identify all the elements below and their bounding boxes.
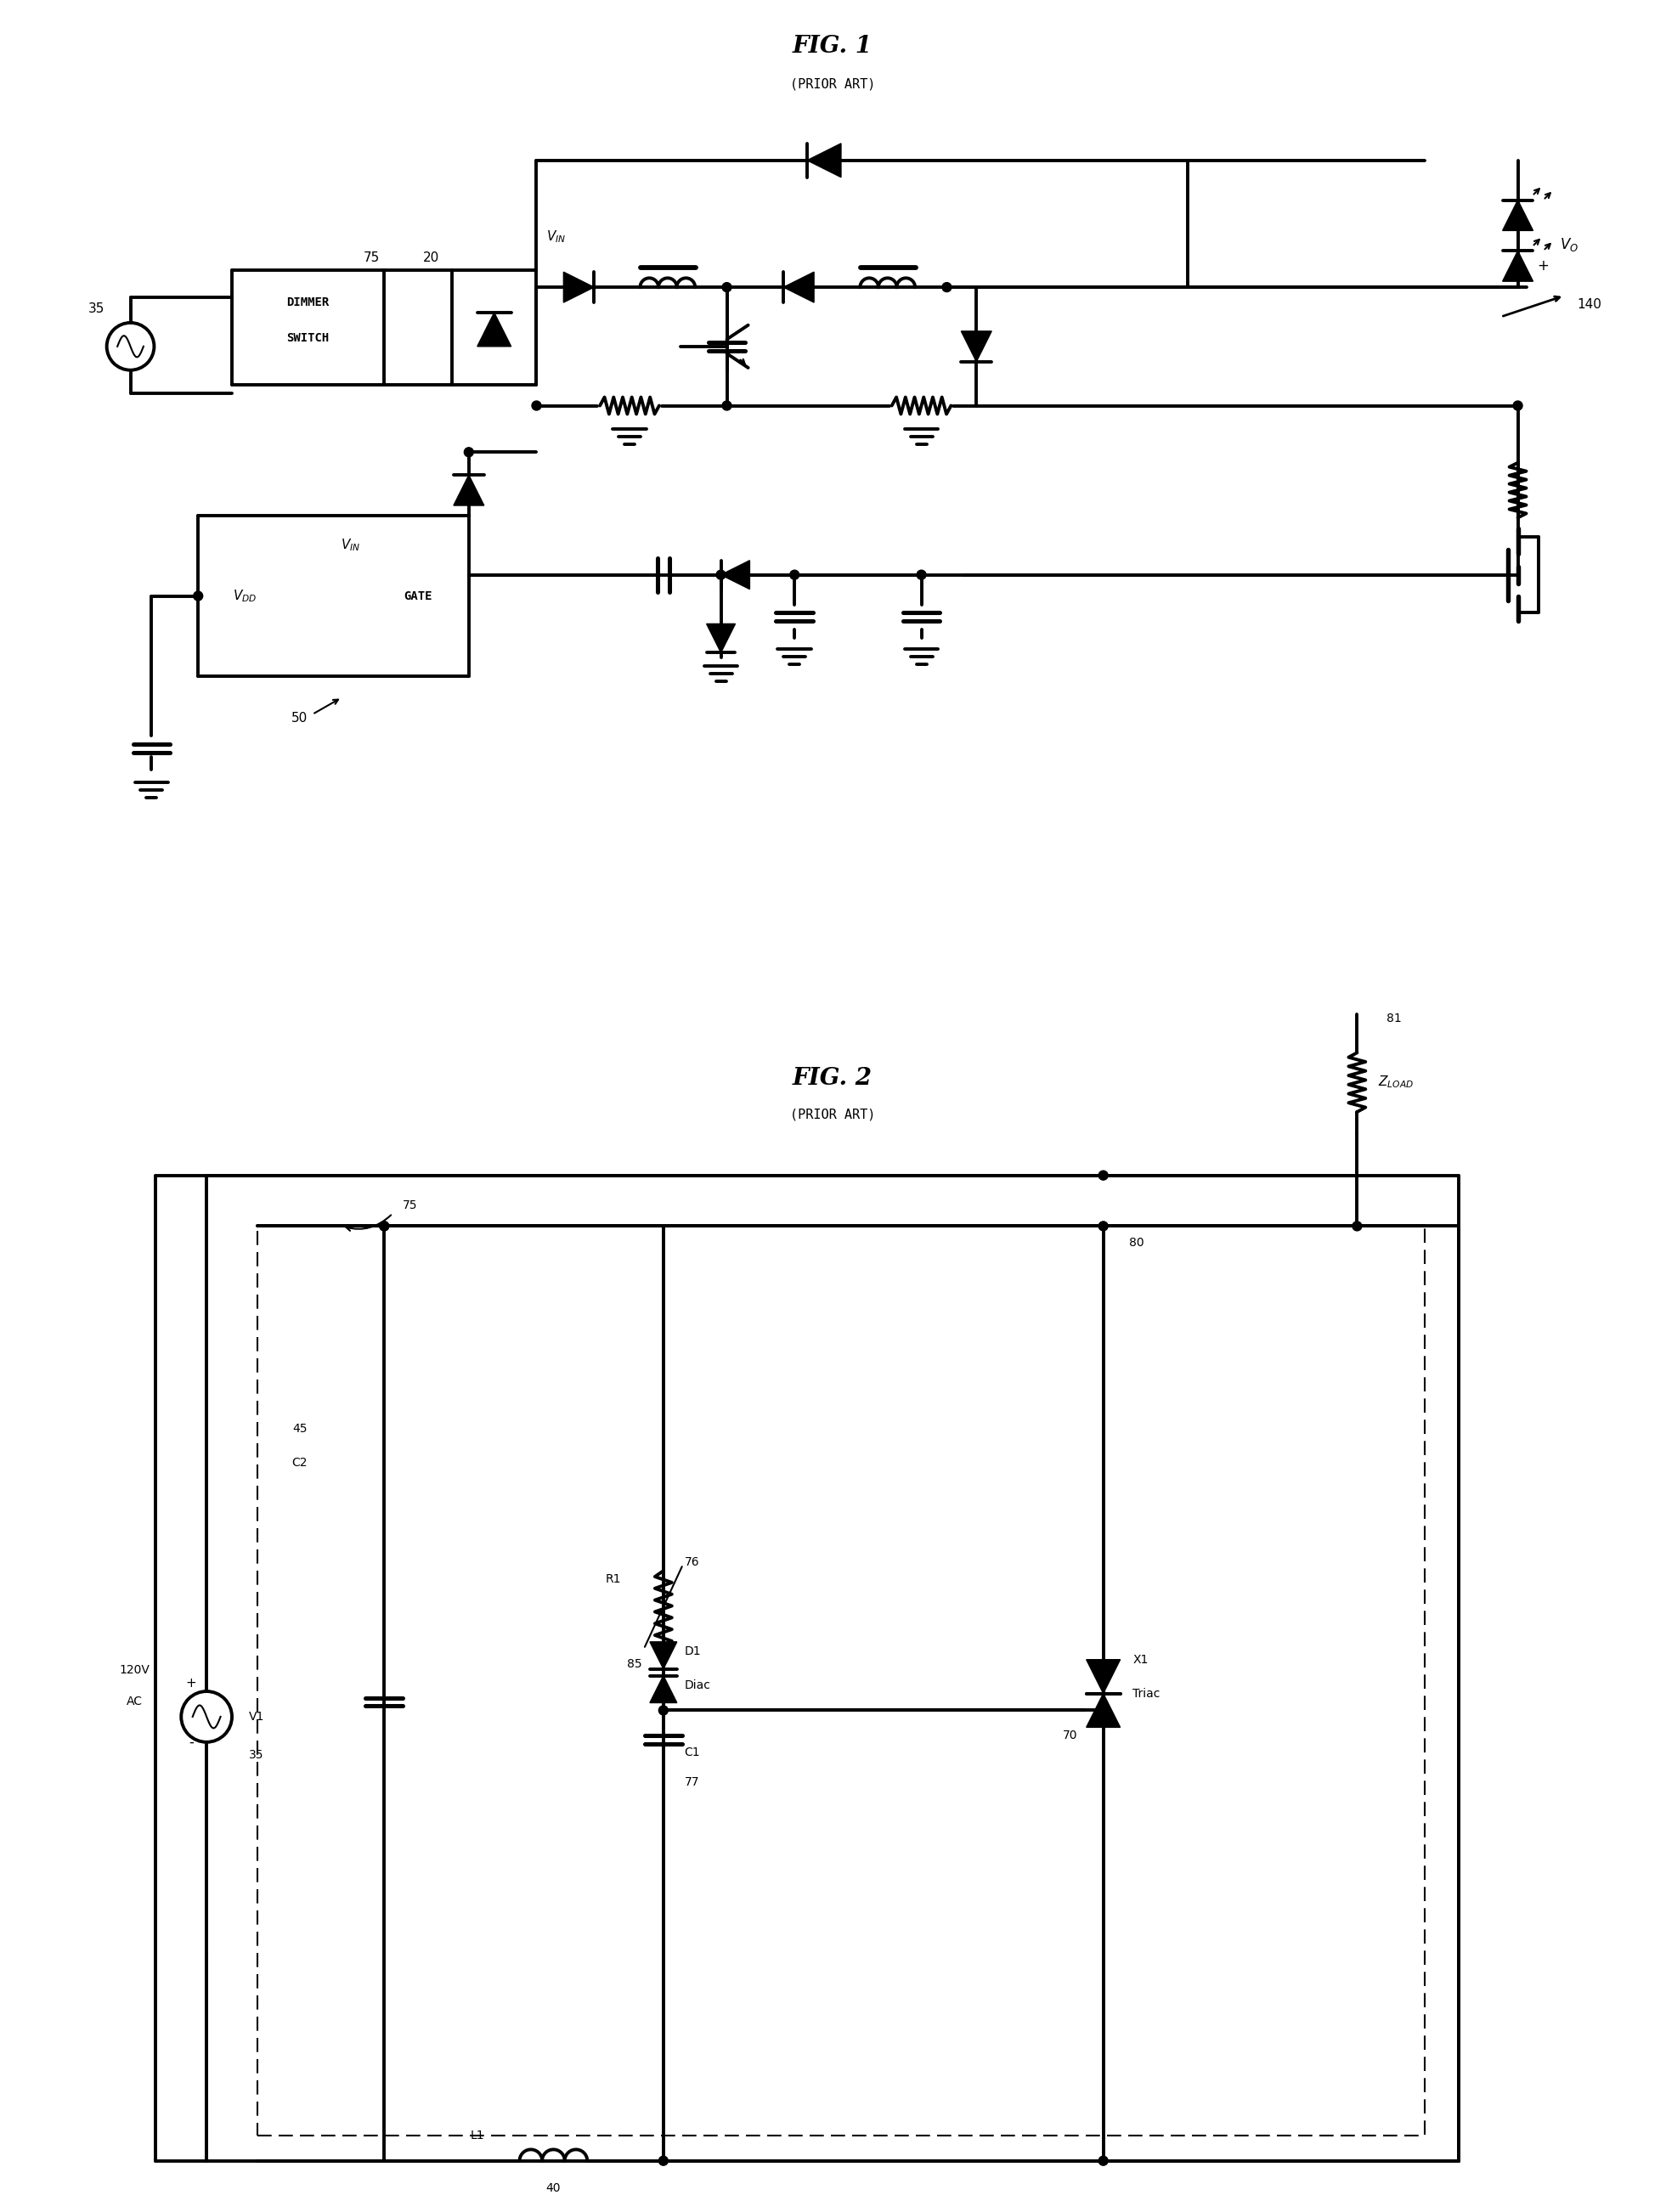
Polygon shape <box>650 1641 676 1668</box>
Text: GATE: GATE <box>403 591 431 602</box>
Text: X1: X1 <box>1133 1655 1148 1666</box>
Circle shape <box>1353 1221 1361 1230</box>
Circle shape <box>1098 2157 1108 2166</box>
Circle shape <box>465 447 473 458</box>
Bar <box>257 1225 1424 2135</box>
Text: 81: 81 <box>1386 1013 1401 1024</box>
Polygon shape <box>961 332 991 361</box>
Circle shape <box>658 1705 668 1714</box>
Text: 85: 85 <box>628 1657 641 1670</box>
Text: $V_{DD}$: $V_{DD}$ <box>233 588 257 604</box>
Text: FIG. 2: FIG. 2 <box>793 1066 873 1091</box>
Circle shape <box>658 2157 668 2166</box>
Polygon shape <box>706 624 735 653</box>
Polygon shape <box>453 476 485 507</box>
Text: +: + <box>1538 259 1549 274</box>
Text: 50: 50 <box>292 712 308 726</box>
Circle shape <box>380 1221 388 1230</box>
Text: 80: 80 <box>1128 1237 1143 1250</box>
Circle shape <box>943 283 951 292</box>
Text: DIMMER: DIMMER <box>287 296 330 307</box>
Circle shape <box>721 400 731 409</box>
Polygon shape <box>1086 1694 1120 1728</box>
Circle shape <box>721 283 731 292</box>
Text: -: - <box>188 1734 193 1750</box>
Circle shape <box>531 400 541 409</box>
Text: 70: 70 <box>1063 1730 1078 1741</box>
Text: 35: 35 <box>248 1750 263 1761</box>
Text: $V_{IN}$: $V_{IN}$ <box>340 538 360 553</box>
Text: SWITCH: SWITCH <box>287 332 330 343</box>
Text: Triac: Triac <box>1133 1688 1161 1699</box>
Text: C1: C1 <box>685 1747 700 1759</box>
Text: 40: 40 <box>546 2181 561 2194</box>
Polygon shape <box>783 272 815 303</box>
Text: $V_O$: $V_O$ <box>1559 237 1579 254</box>
Polygon shape <box>563 272 595 303</box>
Circle shape <box>1098 1170 1108 1179</box>
Text: 20: 20 <box>423 252 438 263</box>
Text: R1: R1 <box>605 1573 621 1586</box>
Polygon shape <box>721 560 750 588</box>
Text: 76: 76 <box>685 1557 700 1568</box>
Text: (PRIOR ART): (PRIOR ART) <box>790 77 875 91</box>
Circle shape <box>716 571 726 580</box>
Text: AC: AC <box>127 1697 143 1708</box>
Circle shape <box>790 571 800 580</box>
Text: 35: 35 <box>88 303 105 314</box>
Polygon shape <box>1086 1659 1120 1694</box>
Text: 75: 75 <box>363 252 380 263</box>
Circle shape <box>193 591 203 602</box>
Polygon shape <box>650 1677 676 1703</box>
Circle shape <box>1098 1221 1108 1230</box>
Circle shape <box>1513 400 1523 409</box>
Polygon shape <box>1503 250 1533 281</box>
Text: 45: 45 <box>292 1422 307 1436</box>
Text: 75: 75 <box>402 1199 416 1210</box>
Text: V1: V1 <box>248 1710 265 1723</box>
Text: Diac: Diac <box>685 1679 711 1690</box>
Text: 120V: 120V <box>120 1663 150 1677</box>
Polygon shape <box>476 312 511 347</box>
Text: FIG. 1: FIG. 1 <box>793 35 873 58</box>
Circle shape <box>1098 1705 1108 1714</box>
Text: 77: 77 <box>685 1776 700 1787</box>
Polygon shape <box>1503 199 1533 230</box>
Text: $Z_{LOAD}$: $Z_{LOAD}$ <box>1378 1075 1414 1091</box>
Text: C2: C2 <box>292 1458 308 1469</box>
Text: 140: 140 <box>1578 299 1603 310</box>
Polygon shape <box>808 144 841 177</box>
Text: D1: D1 <box>685 1646 701 1657</box>
Text: +: + <box>187 1677 197 1690</box>
Circle shape <box>916 571 926 580</box>
Text: (PRIOR ART): (PRIOR ART) <box>790 1108 875 1121</box>
Text: $V_{IN}$: $V_{IN}$ <box>546 228 566 243</box>
Text: L1: L1 <box>470 2130 485 2141</box>
Circle shape <box>380 1221 388 1230</box>
